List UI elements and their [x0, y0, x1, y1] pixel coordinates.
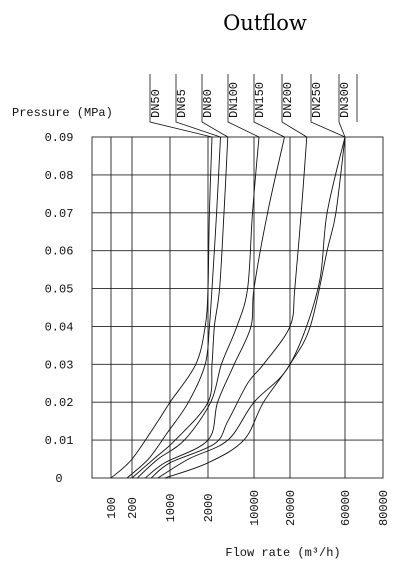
plot-frame [91, 136, 384, 479]
series-curve-dn200 [150, 136, 308, 479]
x-tick-label: 10000 [248, 490, 262, 526]
x-tick-label: 80000 [377, 490, 391, 526]
series-label-dn250: DN250 [310, 82, 324, 118]
series-leader-dn250 [310, 74, 346, 138]
y-tick-label: 0.02 [45, 396, 74, 410]
y-tick-label: 0.05 [45, 283, 74, 297]
series-leader-dn300 [338, 74, 346, 138]
y-axis-label: Pressure (MPa) [12, 106, 113, 120]
x-tick-label: 20000 [284, 490, 298, 526]
series-leader-dn50 [149, 74, 213, 138]
series-leader-dn200 [281, 74, 308, 138]
series-label-dn65: DN65 [175, 89, 189, 118]
series-curve-dn250 [157, 136, 346, 479]
series-curve-dn150 [144, 136, 285, 479]
x-axis-label: Flow rate (m³/h) [225, 546, 340, 560]
series-labels: DN50 DN65 DN80 DN100 DN150 DN200 DN250 DN300 [149, 74, 358, 138]
series-curve-dn80 [131, 136, 229, 479]
y-tick-label: 0.07 [45, 207, 74, 221]
y-tick-label: 0.01 [45, 434, 74, 448]
series-label-dn150: DN150 [253, 82, 267, 118]
x-tick-label: 1000 [164, 494, 178, 523]
series-label-dn300: DN300 [338, 82, 352, 118]
series-label-dn50: DN50 [149, 89, 163, 118]
series-label-dn80: DN80 [201, 89, 215, 118]
y-tick-label: 0 [55, 472, 62, 486]
series-curves [110, 136, 346, 479]
y-tick-label: 0.06 [45, 245, 74, 259]
x-tick-label: 2000 [202, 494, 216, 523]
chart-title: Outflow [223, 11, 307, 35]
series-curve-dn300 [164, 136, 346, 479]
series-leader-dn65 [175, 74, 221, 138]
series-leader-dn100 [227, 74, 260, 138]
series-leader-dn150 [253, 74, 285, 138]
y-tick-label: 0.09 [45, 131, 74, 145]
y-tick-label: 0.04 [45, 320, 74, 334]
x-tick-label: 60000 [339, 490, 353, 526]
x-axis-ticks: 100 200 1000 2000 10000 20000 60000 80000 [105, 490, 391, 526]
series-label-dn100: DN100 [227, 82, 241, 118]
y-tick-label: 0.03 [45, 358, 74, 372]
series-label-dn200: DN200 [281, 82, 295, 118]
series-curve-dn65 [126, 136, 221, 479]
series-curve-dn100 [136, 136, 260, 479]
series-curve-dn50 [110, 136, 213, 479]
series-leader-dn80 [201, 74, 229, 138]
y-axis-ticks: 0 0.01 0.02 0.03 0.04 0.05 0.06 0.07 0.08 0.09 [45, 131, 74, 486]
x-tick-label: 200 [126, 497, 140, 519]
x-tick-label: 100 [105, 497, 119, 519]
y-tick-label: 0.08 [45, 169, 74, 183]
